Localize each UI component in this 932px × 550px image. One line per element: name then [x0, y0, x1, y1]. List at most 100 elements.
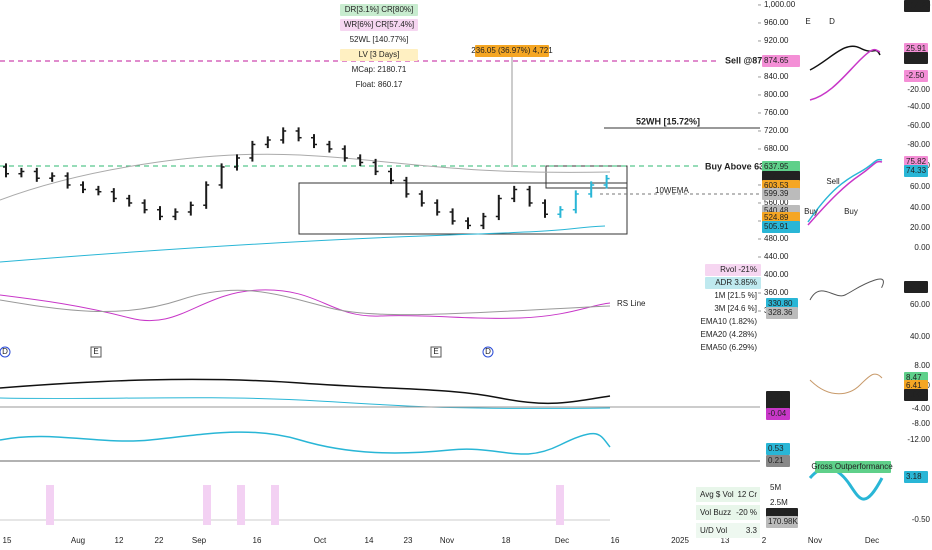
vol-tag: 216.64K: [768, 509, 798, 518]
stat-bg: [340, 19, 418, 31]
x-tick-label: 22: [155, 536, 164, 545]
price-tag: 603.53: [764, 181, 789, 190]
side-tag-bg: [904, 52, 928, 64]
event-marker: [430, 346, 442, 358]
metric: Rvol -21%: [720, 265, 757, 274]
stat-bg: [340, 4, 418, 16]
vol-highlights: [46, 485, 564, 525]
signal: Sell: [826, 177, 840, 186]
side-tick: 40.00: [910, 203, 931, 212]
price-tag: 637.95: [764, 162, 789, 171]
vol-axis: 2.5M: [770, 498, 788, 507]
vol-key: Avg $ Vol: [700, 490, 734, 499]
price-tag: 614.20: [906, 1, 931, 10]
price-tag: 540.48: [764, 206, 789, 215]
osc-tag: -0.04: [768, 409, 787, 418]
x-tick-label: 2025: [671, 536, 689, 545]
buy-label: Buy Above 635: [705, 161, 769, 171]
side-tick: 8.00: [914, 361, 930, 370]
price-tag-bg: [766, 307, 798, 319]
side-tag: 3.18: [906, 472, 922, 481]
side-tick: 60.00: [910, 182, 931, 191]
side-tag-bg: [904, 165, 928, 177]
x-tick-label: Sep: [192, 536, 207, 545]
price-tag: 599.39: [764, 189, 789, 198]
event-label: D: [2, 347, 8, 356]
vol-value: 12 Cr: [737, 490, 757, 499]
side-tag: 6.41: [906, 381, 922, 390]
osc-line: [0, 397, 611, 409]
price-tag-bg: [904, 0, 930, 12]
side-tag: 60.69: [906, 282, 927, 291]
side-tick: -20.00: [907, 85, 930, 94]
metric-bg: [705, 264, 761, 276]
vol-tag: 170.98K: [768, 517, 798, 526]
price-tag: 505.91: [764, 222, 789, 231]
osc-tag: 0.00: [768, 401, 784, 410]
osc-tag: 0.31: [768, 392, 784, 401]
y-tick-label: 800.00: [764, 90, 789, 99]
osc-tag-bg: [766, 443, 790, 455]
rs-line: [0, 289, 611, 322]
price-tag-bg: [762, 55, 800, 67]
vol-row: [696, 487, 760, 502]
ma-line: [0, 153, 611, 201]
event-marker: [0, 346, 11, 358]
x-tick-label: 18: [502, 536, 511, 545]
metric: 3M [24.6 %]: [714, 304, 757, 313]
x-tick-label: 16: [611, 536, 620, 545]
side-tick: 0.00: [914, 243, 930, 252]
x-tick-label: 2: [762, 536, 767, 545]
side-tick: -8.00: [912, 419, 931, 428]
stat: MCap: 2180.71: [352, 65, 407, 74]
side-line: [809, 45, 881, 71]
y-tick-label: 1,000.00: [764, 0, 796, 9]
side-tag-bg: [904, 389, 928, 401]
price-tag: 524.89: [764, 213, 789, 222]
price-tag-bg: [762, 161, 800, 173]
osc-tag: 0.53: [768, 444, 784, 453]
wh-label: 52WH [15.72%]: [636, 116, 700, 126]
signal: Buy: [804, 207, 818, 216]
signal: Buy: [844, 207, 858, 216]
event-marker: [482, 346, 494, 358]
ema-label: 10WEMA: [655, 186, 689, 195]
side-tick: -0.50: [912, 515, 931, 524]
metric: EMA10 (1.82%): [701, 317, 758, 326]
stat: WR[6%] CR[57.4%]: [344, 20, 414, 29]
metric: 1M [21.5 %]: [714, 291, 757, 300]
metric: EMA50 (6.29%): [701, 343, 758, 352]
x-tick-label: 23: [404, 536, 413, 545]
price-tag: 328.36: [768, 308, 793, 317]
stat: LV [3 Days]: [359, 50, 400, 59]
event-label: E: [433, 347, 438, 356]
vol-tag-bg: [766, 516, 798, 528]
event-label: E: [93, 347, 98, 356]
side-x-label: Dec: [865, 536, 879, 545]
side-tag: -2.50: [906, 71, 925, 80]
y-tick-label: 760.00: [764, 108, 789, 117]
price-tag-bg: [762, 221, 800, 233]
y-tick-label: 720.00: [764, 126, 789, 135]
x-tick-label: Oct: [314, 536, 327, 545]
metric-bg: [705, 277, 761, 289]
side-tag-bg: [904, 471, 928, 483]
side-tick: -60.00: [907, 121, 930, 130]
ma-line: [0, 225, 606, 263]
vol-value: 3.3: [746, 526, 758, 535]
price-tag-bg: [762, 188, 800, 200]
vol-key: U/D Vol: [700, 526, 727, 535]
osc-line: [0, 378, 611, 405]
osc-tag-bg: [766, 408, 790, 420]
event-label: D: [485, 347, 491, 356]
osc2-line: [0, 431, 611, 455]
price-tag: 330.80: [768, 299, 793, 308]
side-tick: -12.00: [907, 435, 930, 444]
side-tag: 25.91: [906, 44, 927, 53]
x-tick-label: 16: [253, 536, 262, 545]
stat: 52WL [140.77%]: [350, 35, 409, 44]
side-line: [809, 278, 884, 301]
side-line: [809, 48, 881, 101]
base-box: [298, 182, 628, 235]
